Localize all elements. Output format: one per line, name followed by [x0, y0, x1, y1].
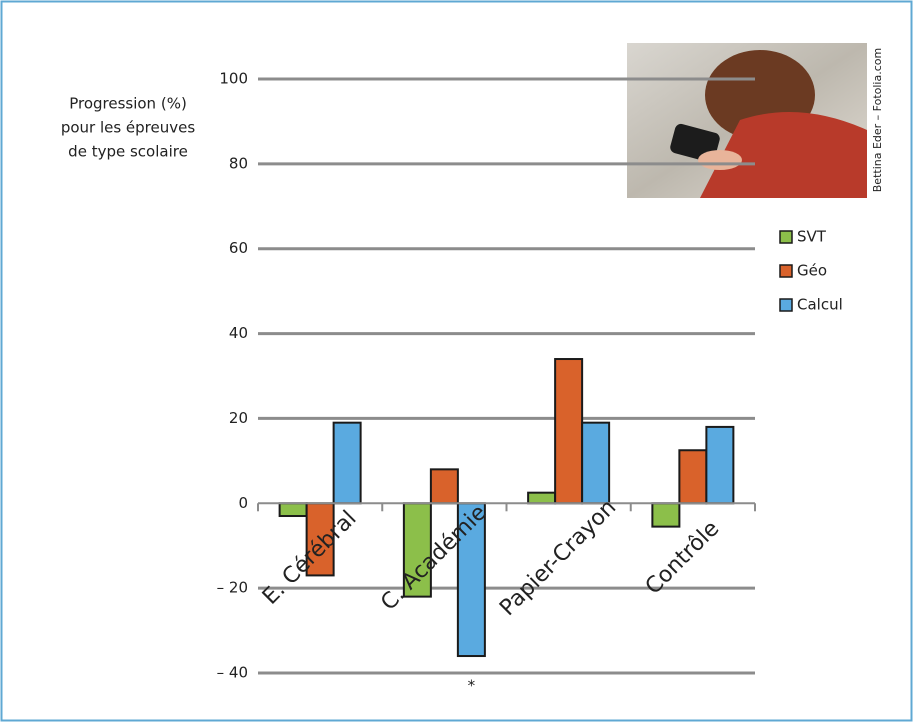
bar — [581, 421, 611, 505]
bar — [278, 502, 308, 518]
photo — [627, 43, 867, 198]
y-tick-label: 100 — [219, 70, 248, 88]
y-axis-label: Progression (%) — [69, 95, 187, 113]
y-tick-label: 80 — [229, 154, 248, 172]
annotation: * — [468, 677, 476, 695]
y-tick-label: 0 — [238, 494, 248, 512]
legend-label: Géo — [797, 262, 827, 280]
bar — [651, 502, 681, 528]
bar — [554, 358, 584, 505]
y-axis-label: de type scolaire — [68, 143, 188, 161]
legend-swatch — [779, 298, 793, 312]
bar — [678, 449, 708, 505]
y-tick-label: – 20 — [217, 579, 248, 597]
bar — [402, 502, 432, 598]
y-axis-label: pour les épreuves — [61, 119, 196, 137]
legend-swatch — [779, 230, 793, 244]
bar — [527, 491, 557, 505]
y-tick-label: 20 — [229, 409, 248, 427]
legend-label: Calcul — [797, 296, 843, 314]
y-tick-label: 40 — [229, 324, 248, 342]
y-tick-label: 60 — [229, 239, 248, 257]
photo-credit: Bettina Eder – Fotolia.com — [871, 48, 884, 192]
bar — [705, 425, 735, 505]
legend-swatch — [779, 264, 793, 278]
y-tick-label: – 40 — [217, 664, 248, 682]
bar — [429, 468, 459, 505]
legend-label: SVT — [797, 228, 827, 246]
bar — [332, 421, 362, 505]
